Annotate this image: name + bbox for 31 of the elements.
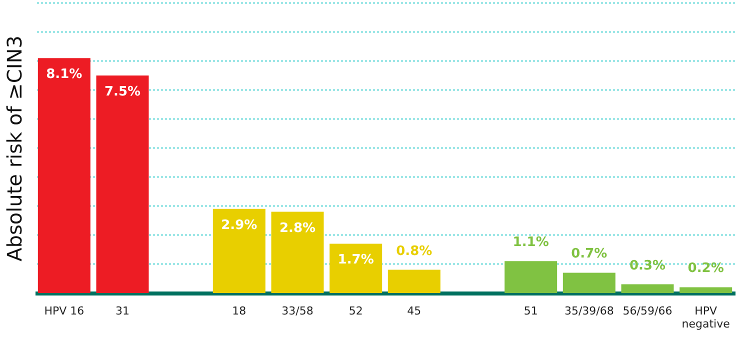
data-label: 7.5%	[104, 84, 141, 100]
bar	[388, 270, 440, 293]
data-label: 0.8%	[396, 244, 432, 259]
data-label: 0.2%	[688, 261, 724, 276]
x-tick-label: 51	[524, 304, 538, 318]
bar	[562, 272, 616, 293]
bar	[212, 208, 266, 293]
data-label: 2.9%	[221, 218, 258, 233]
x-tick-label: 56/59/66	[622, 304, 672, 318]
x-tick-label: HPV negative	[682, 304, 730, 330]
data-label: 8.1%	[46, 67, 82, 82]
bar	[504, 261, 558, 293]
x-tick-label: 45	[407, 304, 422, 318]
data-label: 1.1%	[512, 235, 549, 250]
data-label: 0.3%	[629, 258, 666, 274]
bar	[330, 244, 382, 293]
x-tick-label: 35/39/68	[564, 304, 614, 318]
x-tick-label: 18	[232, 304, 246, 318]
data-label: 2.8%	[279, 220, 316, 236]
y-axis-title: Absolute risk of ≥CIN3	[2, 36, 26, 262]
data-label: 1.7%	[338, 252, 374, 268]
bar	[38, 58, 90, 293]
x-tick-label: HPV 16	[44, 304, 84, 318]
x-tick-label: 33/58	[282, 304, 314, 318]
x-tick-label: 31	[116, 304, 130, 318]
data-label: 0.7%	[571, 246, 608, 262]
x-tick-label: 52	[348, 304, 363, 318]
bar	[96, 76, 149, 293]
bar	[271, 212, 324, 293]
bar	[621, 284, 674, 293]
bar	[680, 287, 732, 293]
